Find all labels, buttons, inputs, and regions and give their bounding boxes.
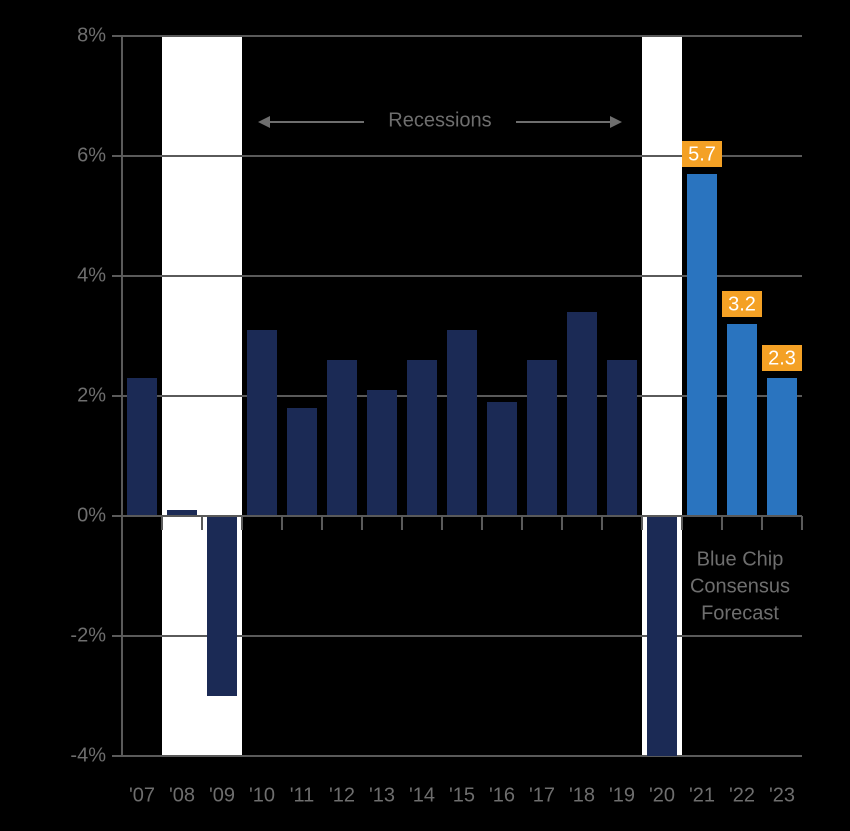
value-label: 2.3 — [768, 347, 796, 369]
value-label-box — [682, 141, 722, 167]
bar — [327, 360, 357, 516]
value-label: 3.2 — [728, 293, 756, 315]
x-tick-label: '17 — [529, 784, 555, 806]
value-label-box — [722, 291, 762, 317]
value-label-box — [762, 345, 802, 371]
y-tick-label: 0% — [77, 504, 106, 526]
bar — [287, 408, 317, 516]
bar — [127, 378, 157, 516]
y-tick-label: 8% — [77, 24, 106, 46]
x-tick-label: '23 — [769, 784, 795, 806]
bar — [207, 516, 237, 696]
y-tick-label: 2% — [77, 384, 106, 406]
bar — [447, 330, 477, 516]
x-tick-label: '18 — [569, 784, 595, 806]
arrow-head — [258, 116, 270, 128]
y-tick-label: -2% — [70, 624, 106, 646]
bar — [647, 516, 677, 756]
bar — [367, 390, 397, 516]
x-tick-label: '15 — [449, 784, 475, 806]
bar — [407, 360, 437, 516]
x-tick-label: '12 — [329, 784, 355, 806]
y-tick-label: 4% — [77, 264, 106, 286]
arrow-head — [610, 116, 622, 128]
x-tick-label: '21 — [689, 784, 715, 806]
bar — [687, 174, 717, 516]
x-tick-label: '22 — [729, 784, 755, 806]
bar — [607, 360, 637, 516]
bar — [727, 324, 757, 516]
forecast-label: Blue Chip — [697, 548, 784, 570]
forecast-label: Forecast — [701, 602, 779, 624]
bar — [167, 510, 197, 516]
y-tick-label: -4% — [70, 744, 106, 766]
x-tick-label: '10 — [249, 784, 275, 806]
bar — [487, 402, 517, 516]
recessions-label: Recessions — [388, 109, 491, 131]
x-tick-label: '20 — [649, 784, 675, 806]
bar — [767, 378, 797, 516]
bar — [567, 312, 597, 516]
x-tick-label: '19 — [609, 784, 635, 806]
x-tick-label: '11 — [290, 784, 315, 806]
y-tick-label: 6% — [77, 144, 106, 166]
bar — [527, 360, 557, 516]
x-tick-label: '14 — [409, 784, 435, 806]
value-label: 5.7 — [688, 143, 716, 165]
x-tick-label: '16 — [489, 784, 515, 806]
bar — [247, 330, 277, 516]
x-tick-label: '08 — [169, 784, 195, 806]
forecast-label: Consensus — [690, 575, 790, 597]
x-tick-label: '13 — [369, 784, 395, 806]
x-tick-label: '07 — [129, 784, 155, 806]
x-tick-label: '09 — [209, 784, 235, 806]
